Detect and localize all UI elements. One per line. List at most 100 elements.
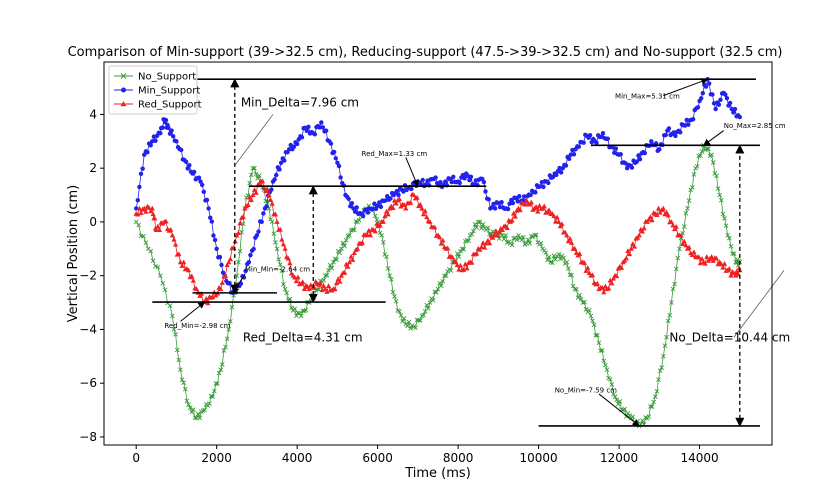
- point-Min_Support: [594, 140, 599, 145]
- point-No_Support: [718, 197, 724, 203]
- point-No_Support: [298, 313, 304, 319]
- point-No_Support: [384, 254, 389, 259]
- point-Min_Support: [396, 192, 401, 198]
- point-Min_Support: [560, 165, 565, 171]
- point-No_Support: [649, 404, 655, 410]
- point-No_Support: [611, 392, 616, 397]
- point-No_Support: [730, 251, 735, 257]
- point-Min_Support: [328, 141, 334, 146]
- point-No_Support: [434, 289, 439, 295]
- point-Min_Support: [264, 204, 269, 209]
- point-Red_Support: [728, 272, 734, 278]
- point-Red_Support: [432, 224, 438, 230]
- axes: 0 2000 4000 6000 8000 10000 12000 14000 −8 −6 −4 −2…: [79, 107, 718, 465]
- point-Red_Support: [173, 241, 179, 247]
- point-No_Support: [607, 377, 613, 382]
- point-No_Support: [276, 257, 281, 262]
- point-No_Support: [282, 286, 288, 292]
- point-No_Support: [675, 255, 681, 261]
- point-Red_Support: [493, 228, 499, 234]
- point-Red_Support: [205, 300, 211, 306]
- point-Min_Support: [483, 189, 488, 194]
- point-No_Support: [654, 389, 660, 394]
- point-Min_Support: [515, 199, 520, 204]
- annotation-label: No_Delta=10.44 cm: [669, 331, 790, 345]
- point-Min_Support: [684, 117, 689, 123]
- point-Red_Support: [517, 207, 523, 213]
- point-Red_Support: [614, 273, 620, 279]
- point-Min_Support: [346, 196, 351, 202]
- y-tick-label: −2: [79, 269, 97, 283]
- point-Red_Support: [163, 218, 169, 224]
- point-Red_Support: [141, 205, 147, 211]
- point-Red_Support: [567, 235, 573, 241]
- point-Min_Support: [319, 120, 324, 125]
- point-Min_Support: [467, 177, 472, 183]
- point-No_Support: [503, 233, 508, 238]
- annotation-arrow: [663, 78, 709, 97]
- point-Min_Support: [541, 184, 546, 190]
- point-No_Support: [284, 290, 290, 296]
- point-No_Support: [380, 239, 386, 245]
- point-Min_Support: [499, 200, 504, 205]
- point-Red_Support: [150, 211, 156, 217]
- point-No_Support: [287, 296, 293, 302]
- point-Min_Support: [637, 157, 643, 162]
- point-No_Support: [720, 211, 726, 217]
- point-Red_Support: [710, 258, 716, 263]
- point-Min_Support: [150, 139, 155, 144]
- point-No_Support: [471, 228, 476, 234]
- point-No_Support: [195, 411, 201, 417]
- point-No_Support: [593, 333, 599, 338]
- point-Red_Support: [219, 280, 225, 285]
- point-Red_Support: [720, 264, 726, 270]
- point-No_Support: [187, 405, 193, 411]
- point-Min_Support: [557, 165, 562, 171]
- point-Red_Support: [464, 265, 470, 271]
- point-Min_Support: [227, 280, 232, 286]
- point-Min_Support: [370, 206, 376, 212]
- point-No_Support: [250, 165, 256, 171]
- point-Min_Support: [505, 206, 511, 212]
- point-Red_Support: [654, 212, 660, 218]
- x-tick-label: 4000: [282, 451, 313, 465]
- point-Min_Support: [713, 106, 718, 112]
- point-Min_Support: [653, 141, 659, 146]
- point-No_Support: [401, 315, 407, 321]
- point-Min_Support: [605, 136, 611, 141]
- point-Red_Support: [536, 203, 543, 208]
- point-No_Support: [533, 232, 539, 238]
- point-No_Support: [239, 229, 244, 235]
- point-Min_Support: [690, 117, 696, 122]
- point-No_Support: [603, 362, 608, 368]
- point-No_Support: [443, 273, 449, 278]
- point-No_Support: [727, 235, 732, 241]
- point-No_Support: [253, 171, 259, 177]
- point-No_Support: [456, 254, 462, 260]
- annotation-arrow: [703, 130, 725, 146]
- point-Min_Support: [140, 166, 145, 171]
- point-No_Support: [426, 305, 431, 311]
- point-Red_Support: [644, 219, 650, 224]
- y-tick-label: −8: [79, 430, 97, 444]
- point-No_Support: [717, 192, 723, 198]
- point-Min_Support: [312, 132, 318, 137]
- point-No_Support: [677, 246, 682, 252]
- point-Min_Support: [336, 163, 342, 169]
- point-Min_Support: [481, 179, 487, 185]
- point-Red_Support: [686, 244, 692, 250]
- point-Min_Support: [737, 114, 743, 120]
- point-Min_Support: [282, 158, 287, 163]
- point-No_Support: [179, 377, 185, 383]
- point-Red_Support: [189, 273, 195, 279]
- point-No_Support: [215, 381, 220, 387]
- point-Min_Support: [462, 176, 467, 181]
- point-Min_Support: [729, 106, 734, 112]
- point-No_Support: [442, 273, 447, 279]
- point-Red_Support: [269, 200, 275, 206]
- point-Min_Support: [211, 233, 216, 238]
- annotation-arrow: [598, 393, 640, 427]
- point-No_Support: [389, 277, 394, 282]
- point-Red_Support: [193, 286, 200, 292]
- point-Red_Support: [702, 260, 708, 266]
